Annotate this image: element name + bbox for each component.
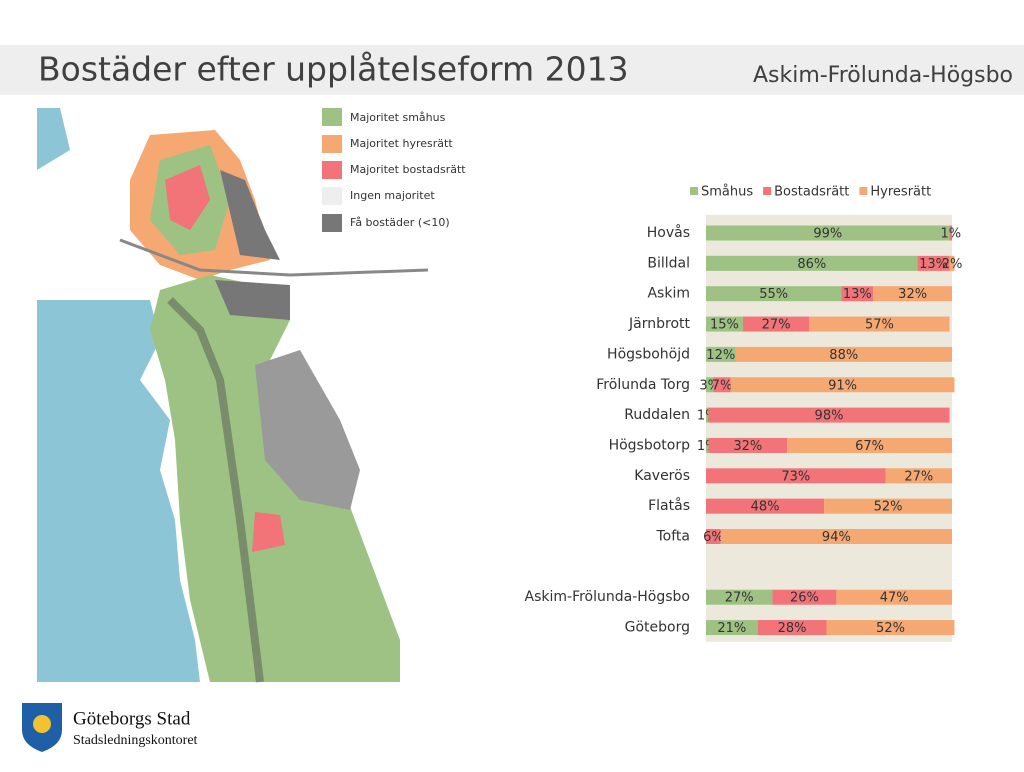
bar-segment (885, 468, 952, 484)
data-label: 86% (797, 257, 826, 272)
subtitle: Askim-Frölunda-Högsbo (753, 63, 1013, 88)
logo-name: Göteborgs Stad (73, 708, 191, 729)
map-legend-label: Majoritet hyresrätt (350, 137, 453, 150)
y-tick-label: Askim-Frölunda-Högsbo (525, 589, 690, 605)
map-legend-label: Majoritet småhus (350, 111, 446, 124)
map: Majoritet småhus Majoritet hyresrätt Maj… (37, 108, 466, 683)
map-legend-label: Få bostäder (<10) (350, 216, 450, 229)
bar-segment (708, 407, 950, 423)
logo: Göteborgs Stad Stadsledningskontoret (22, 703, 198, 752)
plot-area (706, 214, 952, 642)
y-tick-label: Frölunda Torg (596, 377, 690, 393)
bar-segment (708, 437, 788, 453)
bar-segment (706, 286, 842, 302)
data-label: 13% (843, 287, 872, 302)
data-label: 88% (829, 348, 858, 363)
legend-label: Småhus (701, 185, 753, 200)
legend-label: Hyresrätt (870, 185, 931, 200)
data-label: 27% (762, 318, 791, 333)
legend-swatch (690, 187, 698, 195)
data-label: 98% (815, 409, 844, 424)
bar-segment (836, 589, 952, 605)
bar-segment (949, 225, 952, 241)
data-label: 15% (710, 318, 739, 333)
bar-segment (735, 346, 952, 362)
data-label: 13% (919, 257, 948, 272)
bar-segment (706, 529, 721, 544)
map-legend: Majoritet småhus Majoritet hyresrätt Maj… (322, 108, 466, 232)
data-label: 28% (778, 621, 807, 636)
bar-segment (841, 286, 874, 302)
data-label: 12% (706, 348, 735, 363)
y-tick-label: Askim (647, 286, 690, 302)
bar-segment (720, 529, 952, 544)
bar-segment (772, 589, 837, 605)
bar-segment (787, 437, 952, 453)
bar-segment (809, 316, 950, 332)
y-tick-label: Tofta (656, 529, 691, 545)
bar-segment (730, 377, 955, 393)
data-label: 55% (759, 287, 788, 302)
data-label: 27% (904, 469, 933, 484)
data-label: 48% (751, 500, 780, 515)
data-label: 52% (876, 621, 905, 636)
data-label: 99% (813, 227, 842, 242)
legend-swatch (859, 187, 868, 195)
bar-segment (706, 437, 709, 453)
y-tick-label: Järnbrott (628, 316, 690, 332)
bar-segment (706, 225, 950, 241)
y-tick-label: Högsbohöjd (607, 346, 690, 362)
data-label: 67% (855, 439, 884, 454)
bar-segment (917, 255, 950, 271)
bar-segment (706, 316, 743, 332)
data-label: 2% (942, 257, 963, 272)
map-legend-label: Majoritet bostadsrätt (350, 163, 466, 176)
y-tick-label: Hovås (647, 224, 690, 241)
data-label: 21% (717, 621, 746, 636)
bar-segment (826, 620, 955, 636)
bar-segment (742, 316, 810, 332)
title: Bostäder efter upplåtelseform 2013 (38, 50, 629, 89)
y-tick-label: Kaverös (634, 468, 690, 484)
title-bar (0, 45, 1024, 95)
data-label: 91% (828, 378, 857, 393)
data-label: 1% (940, 227, 961, 242)
data-label: 27% (725, 591, 754, 606)
legend-swatch (763, 187, 772, 195)
y-tick-label: Högsbotorp (609, 437, 691, 453)
bar-segment (706, 498, 825, 514)
data-label: 7% (712, 378, 733, 393)
bar-segment (873, 286, 952, 302)
bar-segment (706, 346, 736, 362)
data-label: 26% (790, 591, 819, 606)
bar-segment (706, 589, 773, 605)
bar-segment (706, 255, 918, 271)
y-tick-label: Ruddalen (624, 407, 690, 423)
data-label: 52% (874, 500, 903, 515)
legend-label: Bostadsrätt (774, 185, 849, 200)
bar-segment (757, 620, 827, 636)
bar-segment (706, 620, 758, 636)
data-label: 32% (733, 439, 762, 454)
bar-segment (949, 255, 955, 271)
map-legend-label: Ingen majoritet (350, 189, 435, 202)
y-tick-label: Flatås (648, 497, 690, 514)
data-label: 32% (898, 287, 927, 302)
data-label: 57% (865, 318, 894, 333)
logo-department: Stadsledningskontoret (73, 733, 198, 748)
bar-segment (824, 498, 952, 514)
data-label: 47% (880, 591, 909, 606)
bar-segment (706, 377, 714, 393)
data-label: 73% (781, 469, 810, 484)
bar-segment (706, 468, 886, 484)
data-label: 94% (822, 530, 851, 545)
data-label: 6% (703, 530, 724, 545)
bar-segment (706, 407, 709, 423)
y-tick-label: Billdal (647, 255, 690, 271)
bar-segment (713, 377, 731, 393)
y-tick-label: Göteborg (625, 620, 690, 636)
